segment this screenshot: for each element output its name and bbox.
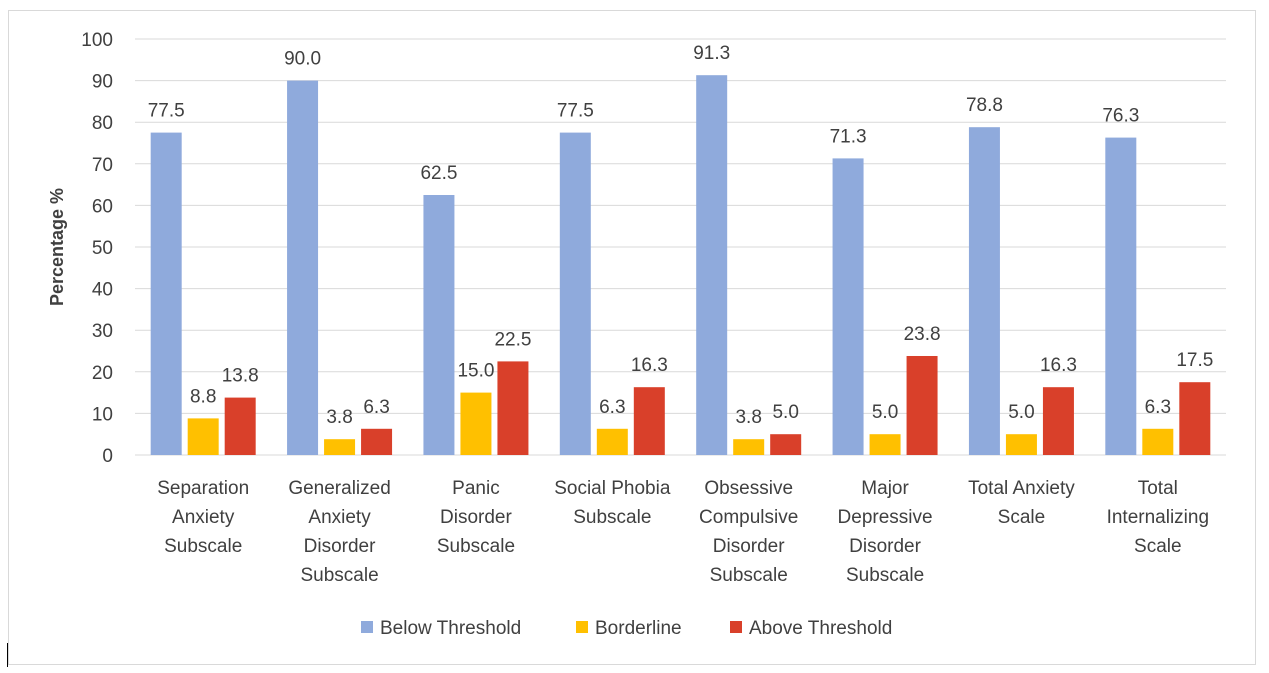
data-label: 71.3 (830, 126, 867, 147)
bar-borderline-2 (460, 392, 492, 455)
legend-label: Above Threshold (749, 618, 892, 639)
bar-below-threshold-1 (287, 80, 319, 455)
data-label: 13.8 (222, 366, 259, 387)
data-label: 91.3 (693, 43, 730, 64)
y-tick-label: 100 (81, 30, 113, 51)
legend-swatch-borderline (576, 621, 588, 633)
y-tick-label: 30 (92, 321, 113, 342)
y-tick-label: 10 (92, 404, 113, 425)
data-label: 23.8 (904, 324, 941, 345)
legend-swatch-above-threshold (730, 621, 742, 633)
data-label: 5.0 (772, 402, 798, 423)
bar-above-threshold-2 (497, 361, 529, 455)
bar-borderline-7 (1142, 428, 1174, 455)
bar-above-threshold-5 (906, 355, 938, 455)
x-axis-categories: Separation Anxiety Subscale Generalized Anxi… (157, 478, 1209, 586)
category-label: Scale (1134, 536, 1182, 557)
bar-below-threshold-3 (559, 132, 591, 455)
bar-below-threshold-4 (696, 75, 728, 455)
category-label: Depressive (838, 507, 933, 528)
bar-above-threshold-4 (770, 434, 802, 455)
y-tick-label: 60 (92, 196, 113, 217)
data-label: 76.3 (1102, 106, 1139, 127)
category-label: Major (861, 478, 909, 499)
data-label: 78.8 (966, 95, 1003, 116)
category-label: Anxiety (172, 507, 235, 528)
bar-below-threshold-2 (423, 195, 455, 455)
bar-above-threshold-6 (1042, 387, 1074, 455)
data-label: 62.5 (420, 163, 457, 184)
y-tick-label: 40 (92, 280, 113, 301)
data-label: 15.0 (457, 361, 494, 382)
category-label: Subscale (164, 536, 242, 557)
category-label: Subscale (710, 565, 788, 586)
data-label: 5.0 (1008, 402, 1034, 423)
y-axis-title: Percentage % (47, 188, 67, 306)
y-tick-label: 90 (92, 72, 113, 93)
data-label: 16.3 (631, 355, 668, 376)
bar-below-threshold-5 (832, 158, 864, 455)
data-label: 6.3 (1145, 397, 1171, 418)
y-tick-label: 0 (102, 446, 113, 467)
category-label: Generalized (288, 478, 390, 499)
bar-above-threshold-1 (361, 428, 393, 455)
legend-label: Borderline (595, 618, 682, 639)
category-label: Total Anxiety (968, 478, 1075, 499)
category-label: Internalizing (1107, 507, 1209, 528)
category-label: Disorder (713, 536, 785, 557)
bar-borderline-5 (869, 434, 901, 455)
legend-label: Below Threshold (380, 618, 521, 639)
category-label: Separation (157, 478, 249, 499)
category-label: Obsessive (704, 478, 793, 499)
bar-above-threshold-3 (633, 387, 665, 455)
category-label: Compulsive (699, 507, 798, 528)
y-tick-label: 50 (92, 238, 113, 259)
data-label: 5.0 (872, 402, 898, 423)
data-label: 16.3 (1040, 355, 1077, 376)
bar-borderline-1 (324, 439, 356, 455)
category-label: Disorder (440, 507, 512, 528)
data-label: 22.5 (494, 329, 531, 350)
data-labels: 77.5 8.8 13.8 90.0 3.8 6.3 62.5 15.022.5 77.5 6.3… (148, 43, 1214, 428)
chart-frame (8, 10, 1256, 665)
bar-borderline-3 (596, 428, 628, 455)
data-label: 8.8 (190, 386, 216, 407)
data-label: 17.5 (1176, 350, 1213, 371)
y-tick-label: 20 (92, 363, 113, 384)
bar-borderline-6 (1005, 434, 1037, 455)
bar-below-threshold-0 (150, 132, 182, 455)
data-label: 3.8 (735, 407, 761, 428)
y-axis-ticks: 0 10 20 30 40 50 60 70 80 90 100 (81, 30, 113, 467)
category-label: Disorder (304, 536, 376, 557)
category-label: Scale (998, 507, 1046, 528)
data-label: 6.3 (363, 397, 389, 418)
category-label: Subscale (437, 536, 515, 557)
bar-below-threshold-6 (968, 127, 1000, 455)
bar-borderline-0 (187, 418, 219, 455)
data-label: 90.0 (284, 49, 321, 70)
legend-swatch-below-threshold (361, 621, 373, 633)
data-label: 6.3 (599, 397, 625, 418)
y-tick-label: 70 (92, 155, 113, 176)
bar-borderline-4 (733, 439, 765, 455)
bar-below-threshold-7 (1105, 137, 1137, 456)
bars (150, 75, 1211, 456)
text-cursor (7, 643, 8, 667)
bar-above-threshold-0 (224, 397, 256, 455)
category-label: Disorder (849, 536, 921, 557)
legend: Below Threshold Borderline Above Threshold (361, 618, 892, 639)
category-label: Subscale (573, 507, 651, 528)
category-label: Total (1138, 478, 1178, 499)
data-label: 77.5 (148, 101, 185, 122)
category-label: Panic (452, 478, 500, 499)
data-label: 77.5 (557, 101, 594, 122)
category-label: Subscale (300, 565, 378, 586)
category-label: Social Phobia (554, 478, 671, 499)
category-label: Anxiety (308, 507, 371, 528)
bar-above-threshold-7 (1179, 382, 1211, 455)
y-tick-label: 80 (92, 113, 113, 134)
data-label: 3.8 (326, 407, 352, 428)
category-label: Subscale (846, 565, 924, 586)
